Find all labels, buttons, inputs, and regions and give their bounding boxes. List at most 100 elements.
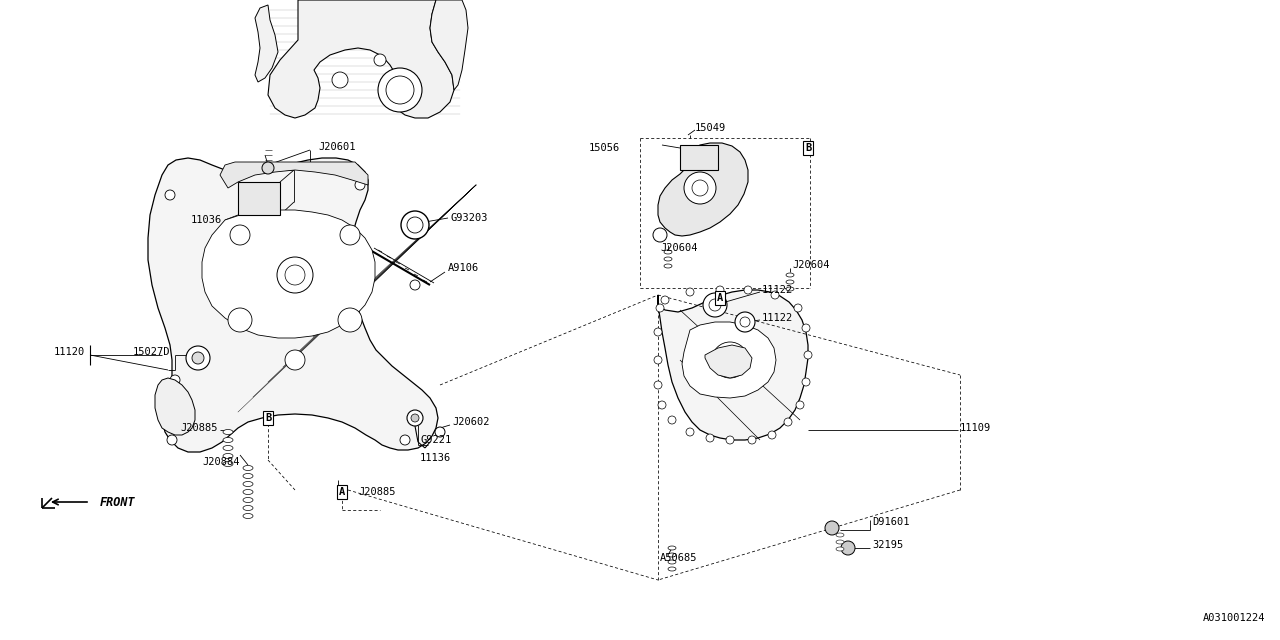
Ellipse shape [668,567,676,571]
Circle shape [660,296,669,304]
Ellipse shape [836,533,844,537]
Circle shape [658,401,666,409]
Circle shape [401,211,429,239]
Ellipse shape [243,490,253,495]
Polygon shape [430,0,468,90]
Ellipse shape [243,481,253,486]
Ellipse shape [243,465,253,470]
Circle shape [803,324,810,332]
Circle shape [230,225,250,245]
Text: G9221: G9221 [420,435,452,445]
Ellipse shape [223,454,233,458]
Circle shape [332,72,348,88]
Text: A9106: A9106 [448,263,479,273]
Polygon shape [268,0,454,118]
Circle shape [262,162,274,174]
Circle shape [716,286,724,294]
Circle shape [654,356,662,364]
Circle shape [165,190,175,200]
Circle shape [735,312,755,332]
Circle shape [712,342,748,378]
Circle shape [653,228,667,242]
Ellipse shape [668,560,676,564]
Circle shape [192,352,204,364]
Polygon shape [148,158,438,452]
Ellipse shape [243,506,253,511]
Ellipse shape [786,273,794,277]
Circle shape [768,431,776,439]
Polygon shape [238,182,280,215]
Polygon shape [220,162,369,188]
Text: J20604: J20604 [792,260,829,270]
Circle shape [771,291,780,299]
Circle shape [703,293,727,317]
Text: 32195: 32195 [872,540,904,550]
Ellipse shape [668,546,676,550]
Text: 15049: 15049 [695,123,726,133]
Circle shape [186,346,210,370]
Circle shape [228,308,252,332]
Circle shape [355,180,365,190]
Text: 15027D: 15027D [133,347,170,357]
Text: 11036: 11036 [191,215,221,225]
Polygon shape [202,210,375,338]
Circle shape [407,410,422,426]
Ellipse shape [664,264,672,268]
Circle shape [276,257,314,293]
Ellipse shape [836,540,844,544]
Circle shape [684,172,716,204]
Ellipse shape [664,250,672,254]
Circle shape [686,428,694,436]
Circle shape [657,304,664,312]
Circle shape [692,180,708,196]
Circle shape [744,286,753,294]
Text: 11109: 11109 [960,423,991,433]
Text: A: A [717,293,723,303]
Circle shape [794,304,803,312]
Circle shape [707,434,714,442]
Circle shape [435,427,445,437]
Text: J20604: J20604 [660,243,698,253]
Circle shape [722,352,739,368]
Ellipse shape [243,497,253,502]
Circle shape [411,414,419,422]
Text: G93203: G93203 [451,213,488,223]
Ellipse shape [243,513,253,518]
Polygon shape [255,5,278,82]
Circle shape [841,541,855,555]
Polygon shape [705,345,753,378]
Circle shape [726,436,733,444]
Polygon shape [658,143,748,236]
Circle shape [387,76,413,104]
Circle shape [401,435,410,445]
Text: J20884: J20884 [202,457,241,467]
Text: B: B [805,143,812,153]
Text: J20885: J20885 [358,487,396,497]
Circle shape [407,217,422,233]
Circle shape [826,521,838,535]
Ellipse shape [668,553,676,557]
Ellipse shape [223,438,233,442]
Polygon shape [155,378,195,435]
Text: J20885: J20885 [180,423,218,433]
Circle shape [654,328,662,336]
Text: J20602: J20602 [452,417,489,427]
Text: 11122: 11122 [762,313,794,323]
Text: 11120: 11120 [54,347,84,357]
Circle shape [340,225,360,245]
Circle shape [166,435,177,445]
Text: A50685: A50685 [660,553,698,563]
Text: D91601: D91601 [872,517,910,527]
Circle shape [410,280,420,290]
Ellipse shape [243,474,253,479]
Circle shape [170,375,180,385]
Text: A: A [339,487,346,497]
Text: A031001224: A031001224 [1202,613,1265,623]
Ellipse shape [836,547,844,551]
Circle shape [803,378,810,386]
Text: 15056: 15056 [589,143,620,153]
Circle shape [654,381,662,389]
Circle shape [338,308,362,332]
Polygon shape [682,322,776,398]
Circle shape [740,317,750,327]
